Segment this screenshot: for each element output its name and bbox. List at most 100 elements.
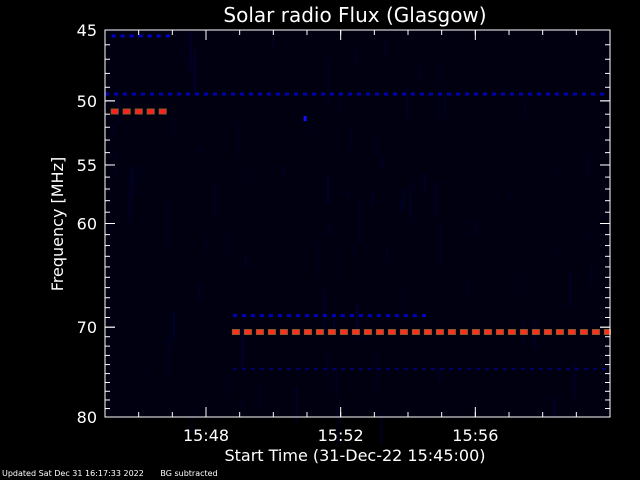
feature-dash <box>438 92 442 96</box>
feature-70.5mhz <box>231 329 611 335</box>
feature-dash <box>555 92 559 96</box>
feature-dash <box>402 92 406 96</box>
feature-dash <box>580 330 587 334</box>
noise-streak <box>105 218 108 243</box>
feature-dash <box>448 330 455 334</box>
feature-dash <box>321 92 325 96</box>
feature-dash <box>256 330 263 334</box>
noise-streak <box>197 284 200 300</box>
noise-streak <box>386 249 388 261</box>
feature-dash <box>412 330 419 334</box>
feature-dash <box>268 330 275 334</box>
feature-dash <box>231 92 235 96</box>
noise-streak <box>172 310 175 340</box>
feature-dash <box>436 330 443 334</box>
feature-dash <box>349 368 354 371</box>
feature-dash <box>430 368 435 371</box>
noise-streak <box>569 269 572 308</box>
feature-dash <box>565 368 570 371</box>
feature-68.8mhz <box>232 314 426 318</box>
noise-streak <box>335 244 338 287</box>
feature-dash <box>159 92 163 96</box>
feature-dash <box>357 92 361 96</box>
noise-streak <box>401 285 404 312</box>
noise-streak <box>553 163 556 180</box>
feature-dash <box>295 368 300 371</box>
feature-dash <box>138 34 143 38</box>
noise-streak <box>189 31 192 71</box>
noise-streak <box>199 147 202 155</box>
feature-dash <box>286 368 291 371</box>
feature-dash <box>258 92 262 96</box>
feature-dash <box>483 92 487 96</box>
feature-dash <box>250 368 255 371</box>
noise-streak <box>259 381 262 412</box>
noise-streak <box>381 157 384 170</box>
noise-streak <box>587 155 590 180</box>
feature-dash <box>232 368 237 371</box>
y-tick-label: 80 <box>77 408 97 427</box>
noise-streak <box>173 116 176 141</box>
feature-dash <box>394 314 399 318</box>
feature-dash <box>366 92 370 96</box>
noise-streak <box>111 124 114 136</box>
noise-streak <box>137 167 140 183</box>
feature-spot <box>303 116 307 122</box>
feature-dash <box>510 92 514 96</box>
feature-dash <box>165 34 170 38</box>
noise-streak <box>402 189 405 207</box>
feature-dash <box>385 368 390 371</box>
feature-dash <box>312 92 316 96</box>
noise-streak <box>405 85 408 119</box>
feature-dash <box>348 92 352 96</box>
feature-dash <box>141 92 145 96</box>
noise-streak <box>524 99 527 119</box>
noise-streak <box>169 311 172 352</box>
noise-streak <box>336 404 339 446</box>
feature-dash <box>240 92 244 96</box>
feature-dash <box>412 368 417 371</box>
feature-dash <box>574 368 579 371</box>
feature-dash <box>411 92 415 96</box>
feature-dash <box>439 368 444 371</box>
feature-dash <box>496 330 503 334</box>
feature-dash <box>129 34 134 38</box>
feature-dash <box>573 92 577 96</box>
feature-dash <box>475 368 480 371</box>
noise-streak <box>437 59 439 86</box>
noise-streak <box>573 363 576 399</box>
feature-dash <box>465 92 469 96</box>
feature-dash <box>156 34 161 38</box>
feature-dash <box>403 314 408 318</box>
updated-timestamp: Updated Sat Dec 31 16:17:33 2022 <box>2 469 144 478</box>
feature-dash <box>313 368 318 371</box>
noise-streak <box>129 189 132 223</box>
feature-dash <box>592 368 597 371</box>
feature-dash <box>556 368 561 371</box>
feature-dash <box>304 368 309 371</box>
noise-streak <box>282 165 285 175</box>
noise-streak <box>117 89 120 125</box>
feature-dash <box>339 92 343 96</box>
feature-dash <box>367 314 372 318</box>
feature-dash <box>403 368 408 371</box>
feature-dash <box>484 330 491 334</box>
feature-dash <box>604 330 610 334</box>
feature-dash <box>313 314 318 318</box>
noise-streak <box>552 396 555 419</box>
feature-dash <box>111 34 116 38</box>
feature-dash <box>105 92 109 96</box>
x-tick-label: 15:48 <box>183 426 229 445</box>
feature-dash <box>484 368 489 371</box>
feature-dash <box>292 330 299 334</box>
plot-area <box>105 30 610 417</box>
emission-features <box>105 34 611 371</box>
feature-dash <box>295 314 300 318</box>
feature-dash <box>394 368 399 371</box>
feature-dash <box>384 92 388 96</box>
feature-dash <box>241 368 246 371</box>
feature-dash <box>232 314 237 318</box>
noise-streak <box>354 50 357 68</box>
noise-streak <box>444 91 447 120</box>
